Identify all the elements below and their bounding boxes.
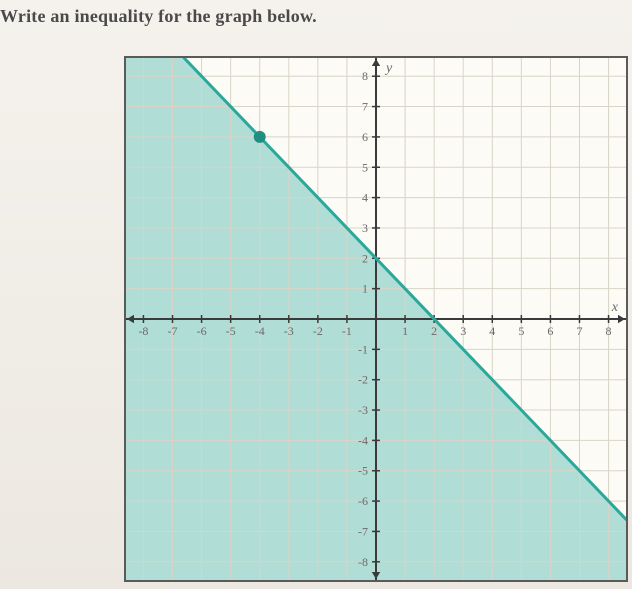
svg-text:-6: -6 <box>197 324 207 338</box>
svg-text:2: 2 <box>362 251 368 265</box>
svg-text:x: x <box>611 300 619 315</box>
svg-text:-8: -8 <box>138 324 148 338</box>
svg-text:-6: -6 <box>358 494 368 508</box>
graph-frame: x y -8 -7 -6 -5 -4 -3 -2 -1 1 2 3 4 5 6 7 8 -8 -7 -6 -5 -4 -3 -2… <box>124 56 628 582</box>
svg-text:1: 1 <box>362 282 368 296</box>
svg-text:-7: -7 <box>168 324 178 338</box>
svg-text:3: 3 <box>460 324 466 338</box>
plotted-point <box>254 131 266 143</box>
svg-text:-1: -1 <box>342 324 352 338</box>
svg-text:-2: -2 <box>313 324 323 338</box>
svg-text:7: 7 <box>576 324 582 338</box>
svg-text:4: 4 <box>489 324 495 338</box>
svg-text:5: 5 <box>518 324 524 338</box>
svg-text:6: 6 <box>362 130 368 144</box>
svg-text:-5: -5 <box>358 464 368 478</box>
svg-text:2: 2 <box>431 324 437 338</box>
svg-text:4: 4 <box>362 191 368 205</box>
svg-text:-1: -1 <box>358 342 368 356</box>
svg-text:-3: -3 <box>358 403 368 417</box>
svg-text:8: 8 <box>362 69 368 83</box>
svg-text:3: 3 <box>362 221 368 235</box>
inequality-graph: x y -8 -7 -6 -5 -4 -3 -2 -1 1 2 3 4 5 6 7 8 -8 -7 -6 -5 -4 -3 -2… <box>126 58 626 580</box>
svg-text:-4: -4 <box>358 433 368 447</box>
svg-text:-3: -3 <box>284 324 294 338</box>
svg-text:6: 6 <box>547 324 553 338</box>
svg-text:5: 5 <box>362 160 368 174</box>
svg-text:1: 1 <box>402 324 408 338</box>
svg-text:7: 7 <box>362 100 368 114</box>
svg-text:-2: -2 <box>358 373 368 387</box>
svg-text:-8: -8 <box>358 555 368 569</box>
question-prompt: Write an inequality for the graph below. <box>0 6 317 27</box>
svg-text:8: 8 <box>606 324 612 338</box>
svg-text:-5: -5 <box>226 324 236 338</box>
svg-text:y: y <box>384 61 393 76</box>
svg-text:-7: -7 <box>358 524 368 538</box>
svg-text:-4: -4 <box>255 324 265 338</box>
